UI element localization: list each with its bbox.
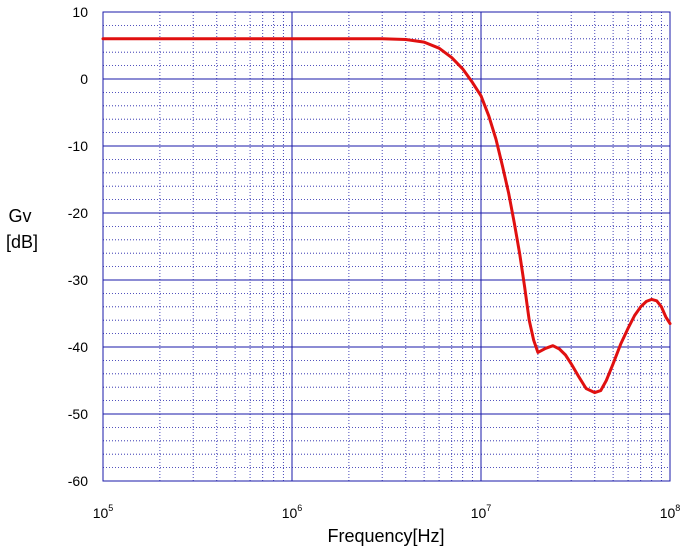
x-axis-label: Frequency[Hz]	[327, 526, 444, 546]
y-tick-label: -50	[68, 406, 88, 422]
y-tick-label: -40	[68, 339, 88, 355]
y-tick-label: 0	[80, 71, 88, 87]
y-tick-label: -60	[68, 473, 88, 489]
y-tick-label: 10	[72, 4, 88, 20]
x-tick-label: 107	[471, 503, 492, 521]
y-axis-label-line-2: [dB]	[6, 232, 38, 252]
grid-minor	[103, 12, 670, 481]
y-tick-label: -10	[68, 138, 88, 154]
x-tick-label: 108	[660, 503, 681, 521]
x-tick-label: 105	[93, 503, 114, 521]
y-axis-label-line-1: Gv	[8, 206, 31, 226]
y-tick-labels: 10 0 -10 -20 -30 -40 -50 -60	[68, 4, 88, 489]
grid-major	[102, 11, 671, 482]
y-tick-label: -20	[68, 205, 88, 221]
plot-frame	[102, 11, 671, 482]
x-tick-label: 106	[282, 503, 303, 521]
y-tick-label: -30	[68, 272, 88, 288]
x-tick-labels: 105 106 107 108	[93, 503, 681, 521]
series-line	[101, 37, 672, 395]
